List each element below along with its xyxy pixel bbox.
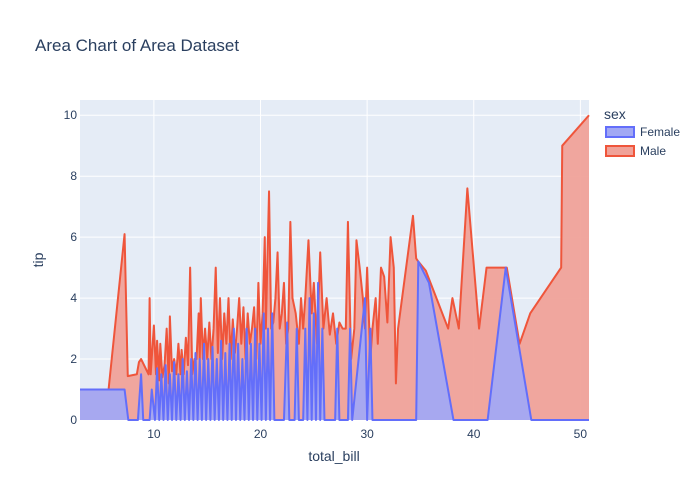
x-axis-title: total_bill [308, 448, 359, 464]
legend-swatch-male[interactable] [605, 145, 635, 157]
legend-label-female[interactable]: Female [640, 125, 680, 139]
x-tick-label-3: 40 [467, 427, 481, 441]
x-tick-label-4: 50 [574, 427, 588, 441]
x-tick-label-0: 10 [147, 427, 161, 441]
legend: sex Female Male [604, 106, 680, 158]
grid-lines [80, 100, 589, 421]
legend-label-male[interactable]: Male [640, 144, 666, 158]
series-line-male [80, 114, 590, 391]
legend-title: sex [604, 106, 626, 122]
y-tick-label-1: 2 [70, 352, 77, 366]
y-tick-label-0: 0 [70, 413, 77, 427]
y-tick-label-4: 8 [70, 169, 77, 183]
x-axis-ticks: 10 20 30 40 50 [147, 427, 587, 441]
series-line-female [80, 260, 589, 421]
y-axis-ticks: 0 2 4 6 8 10 [64, 108, 78, 427]
chart-title: Area Chart of Area Dataset [35, 36, 239, 55]
x-tick-label-1: 20 [254, 427, 268, 441]
y-tick-label-2: 4 [70, 291, 77, 305]
y-axis-title: tip [30, 252, 46, 267]
series-areas [80, 115, 589, 421]
area-fill-male [80, 115, 589, 421]
series-lines [80, 114, 590, 421]
legend-swatch-female[interactable] [605, 126, 635, 138]
y-tick-label-3: 6 [70, 230, 77, 244]
y-tick-label-5: 10 [64, 108, 78, 122]
x-tick-label-2: 30 [360, 427, 374, 441]
